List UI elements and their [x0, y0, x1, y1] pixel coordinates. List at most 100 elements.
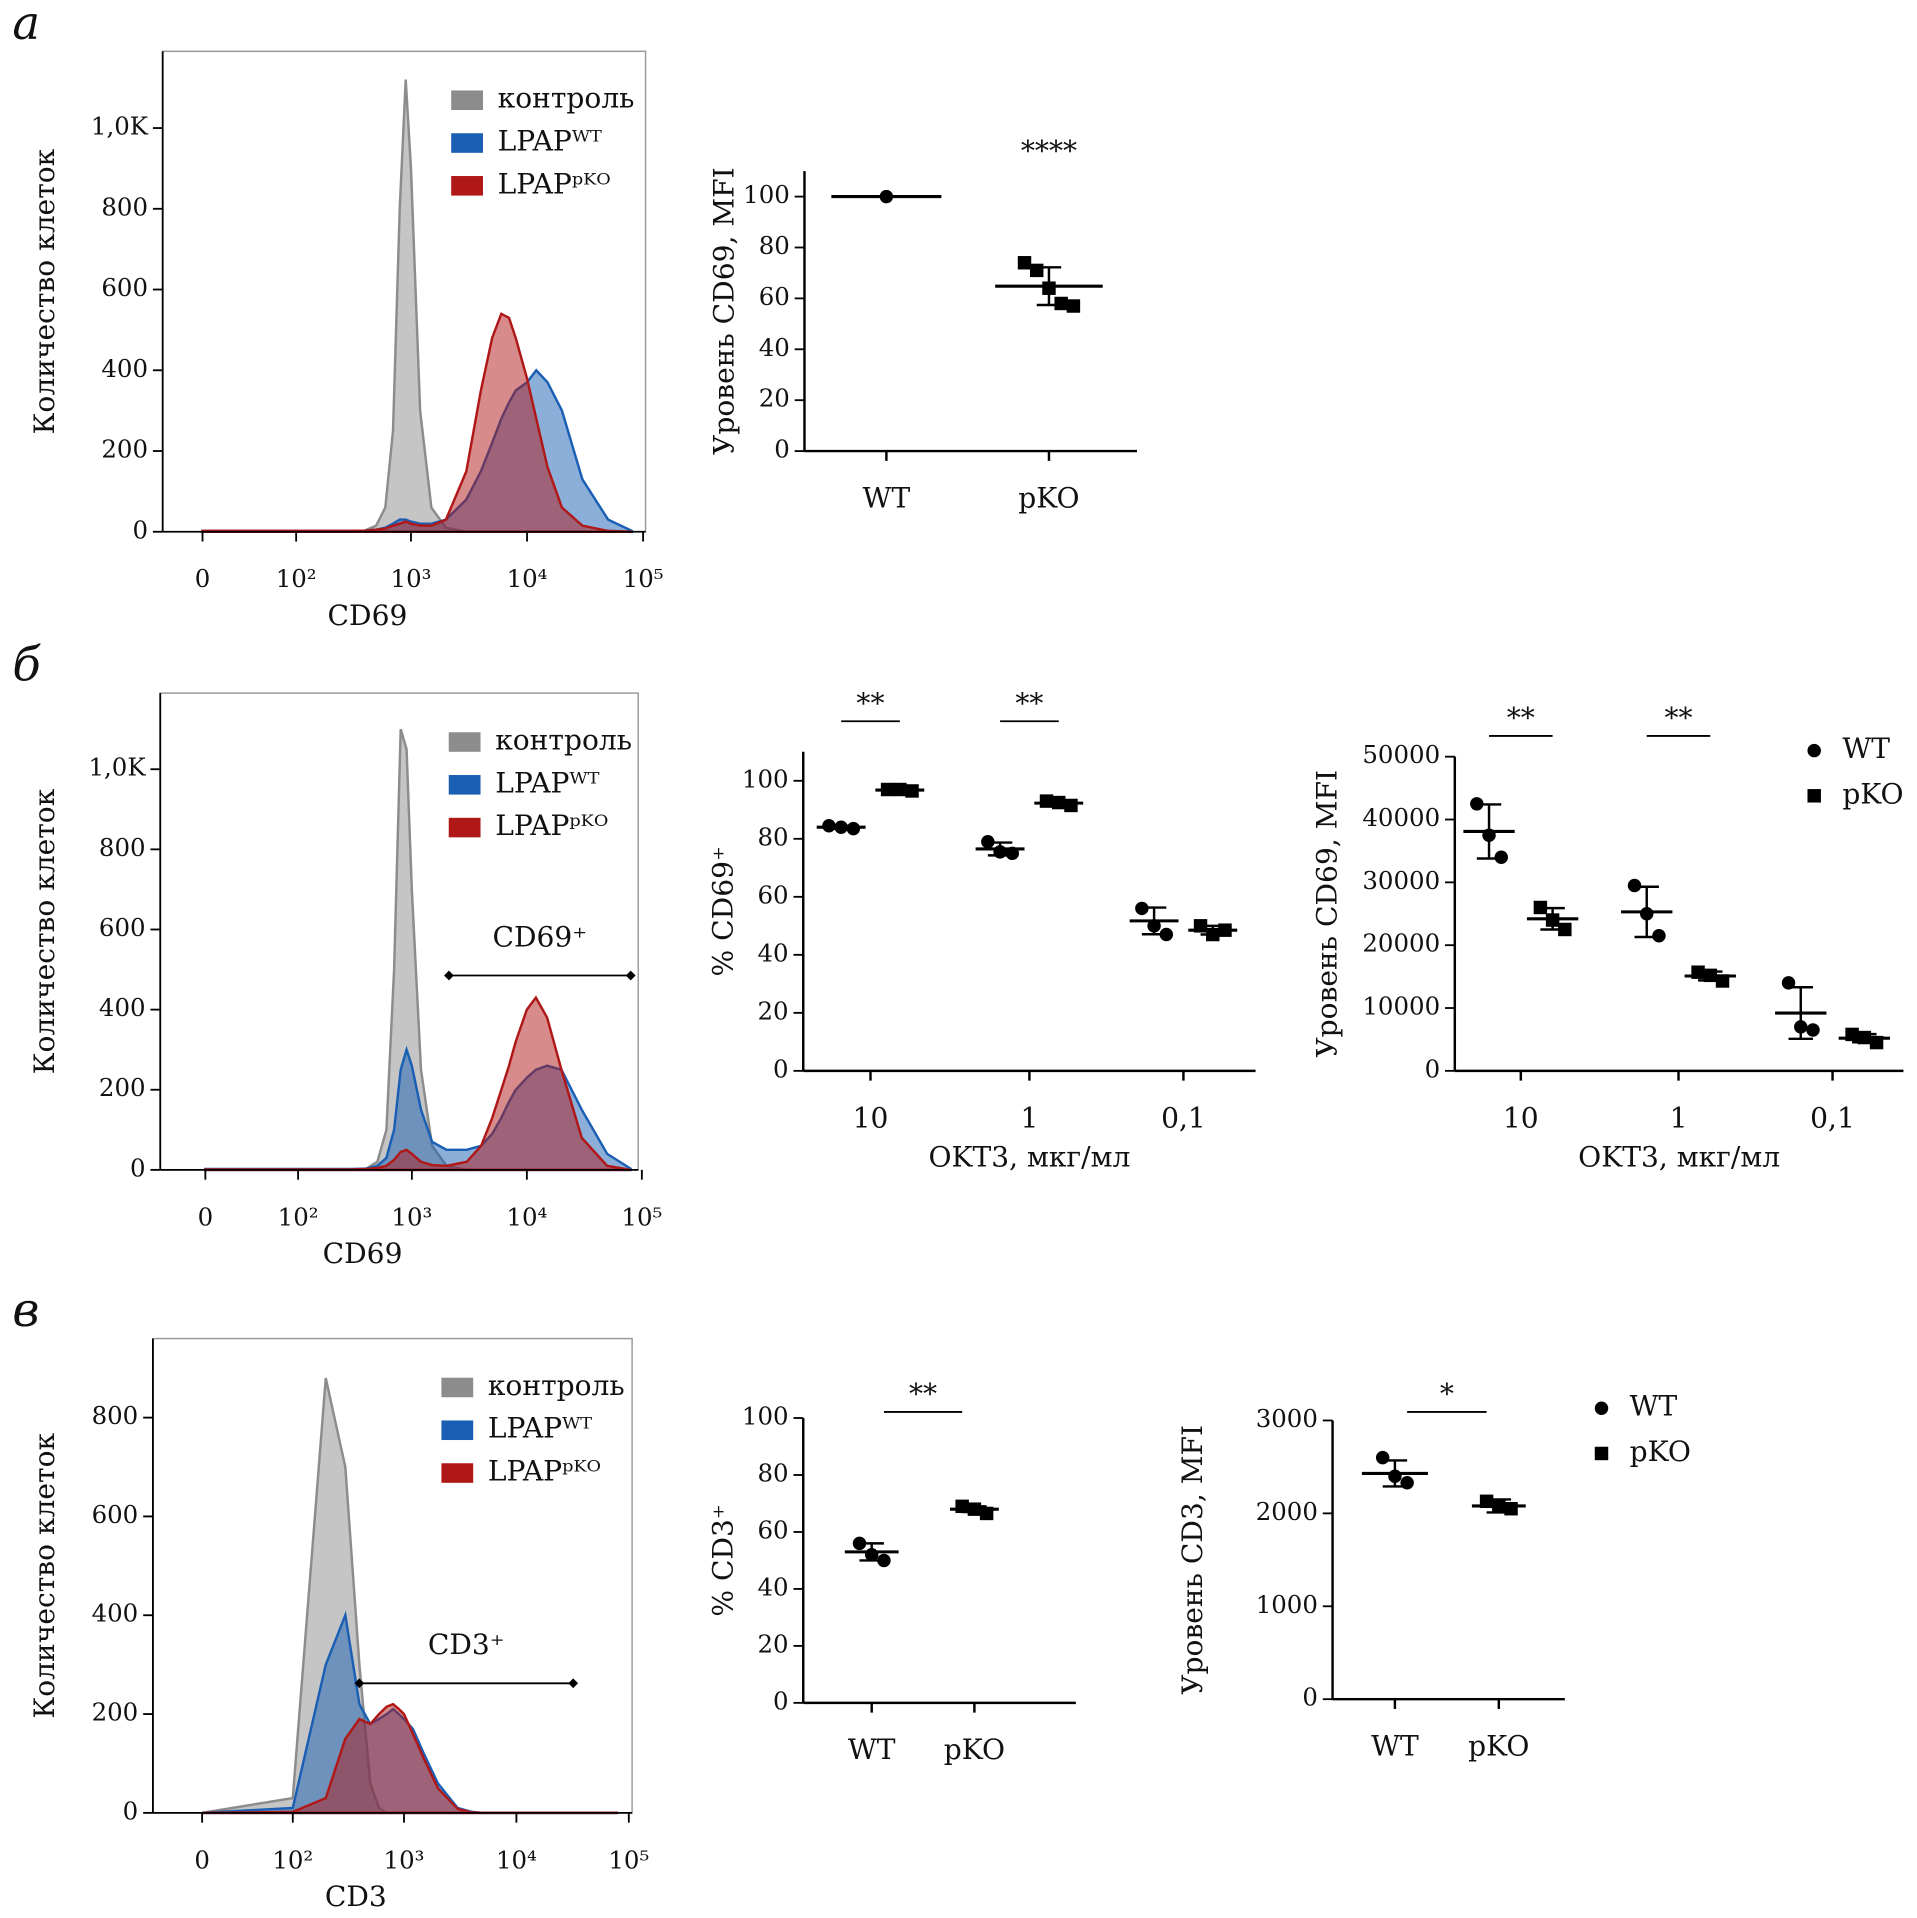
- x-tick-label: 10²: [272, 1845, 313, 1874]
- legend-swatch: [448, 817, 481, 838]
- x-tick-label: 10²: [276, 564, 317, 593]
- y-tick-label: 40: [757, 938, 788, 967]
- gate-label: CD3⁺: [428, 1628, 505, 1661]
- legend-label: LPAPᵂᵀ: [488, 1412, 592, 1445]
- y-tick-label: 0: [774, 435, 790, 464]
- y-tick-label: 800: [99, 833, 146, 862]
- legend-label: pKO: [1842, 777, 1903, 810]
- significance: **: [1507, 702, 1535, 735]
- legend-swatch: [441, 1377, 474, 1398]
- x-axis-title: CD69: [323, 1237, 403, 1270]
- y-tick-label: 1000: [1256, 1590, 1318, 1619]
- x-tick-label: 10⁴: [496, 1845, 537, 1874]
- legend-swatch: [451, 176, 483, 196]
- y-tick-label: 20: [759, 384, 790, 413]
- x-tick-label: 10³: [391, 564, 432, 593]
- x-axis-title: CD69: [328, 599, 408, 632]
- significance: **: [909, 1378, 937, 1411]
- y-tick-label: 30000: [1362, 866, 1440, 895]
- legend-swatch: [448, 775, 481, 795]
- legend-label: WT: [1630, 1390, 1678, 1423]
- x-axis-title: OKT3, мкг/мл: [928, 1140, 1130, 1173]
- x-tick-label: 0: [195, 564, 211, 593]
- x-tick-label: WT: [848, 1733, 896, 1766]
- y-tick-label: 60: [757, 1515, 788, 1544]
- panel-label: в: [12, 1283, 39, 1337]
- significance: ****: [1021, 134, 1077, 167]
- y-tick-label: 0: [1302, 1683, 1318, 1712]
- y-tick-label: 50000: [1362, 740, 1440, 769]
- y-tick-label: 1,0K: [88, 753, 146, 782]
- y-tick-label: 400: [99, 993, 146, 1022]
- significance: **: [1664, 702, 1692, 735]
- density-area: [202, 1702, 618, 1815]
- y-tick-label: 60: [759, 282, 790, 311]
- y-tick-label: 40000: [1362, 803, 1440, 832]
- legend-swatch: [451, 133, 483, 153]
- x-tick-label: 0,1: [1161, 1101, 1206, 1134]
- y-axis-title: % CD69⁺: [707, 846, 740, 976]
- y-axis-title: Уровень CD69, MFI: [708, 167, 741, 455]
- y-tick-label: 100: [742, 1402, 789, 1431]
- legend-marker: [1807, 789, 1821, 803]
- point: [1375, 1450, 1390, 1465]
- x-axis-title: OKT3, мкг/мл: [1578, 1140, 1780, 1173]
- y-tick-label: 0: [123, 1796, 139, 1825]
- legend-label: LPAPᵖᴷᴼ: [495, 809, 608, 842]
- gate-end: [568, 1678, 579, 1689]
- gate-end: [625, 970, 636, 981]
- x-tick-label: 10: [853, 1101, 889, 1134]
- legend-swatch: [448, 732, 481, 752]
- y-tick-label: 0: [130, 1153, 146, 1182]
- y-tick-label: 80: [757, 822, 788, 851]
- y-tick-label: 800: [92, 1401, 139, 1430]
- y-tick-label: 60: [757, 880, 788, 909]
- panel-label: б: [12, 638, 41, 692]
- significance: **: [856, 687, 884, 720]
- x-tick-label: 10⁴: [507, 564, 548, 593]
- y-axis-title: Уровень CD3, MFI: [1176, 1425, 1209, 1695]
- point: [1652, 929, 1666, 943]
- y-tick-label: 40: [759, 333, 790, 362]
- legend-label: pKO: [1630, 1435, 1691, 1468]
- legend-label: LPAPᵖᴷᴼ: [498, 167, 611, 200]
- legend-marker: [1807, 743, 1821, 758]
- y-tick-label: 3000: [1256, 1404, 1318, 1433]
- density-area: [201, 312, 632, 533]
- y-tick-label: 200: [92, 1698, 139, 1727]
- y-tick-label: 200: [99, 1073, 146, 1102]
- legend-swatch: [451, 90, 483, 111]
- point: [1054, 296, 1068, 311]
- y-tick-label: 100: [742, 764, 789, 793]
- y-tick-label: 0: [773, 1054, 789, 1083]
- point: [1627, 878, 1642, 893]
- legend-label: контроль: [495, 724, 632, 757]
- point: [1017, 256, 1032, 270]
- point: [1066, 299, 1081, 313]
- gate-end: [444, 970, 454, 981]
- legend-label: LPAPᵂᵀ: [498, 125, 602, 158]
- x-tick-label: 1: [1020, 1101, 1038, 1134]
- x-tick-label: WT: [1371, 1730, 1419, 1763]
- x-tick-label: 10⁵: [608, 1845, 649, 1874]
- x-tick-label: 0: [194, 1845, 210, 1874]
- y-axis-title: % CD3⁺: [707, 1504, 740, 1616]
- legend-label: WT: [1842, 732, 1890, 765]
- significance: *: [1440, 1378, 1454, 1411]
- y-tick-label: 0: [132, 515, 148, 544]
- y-tick-label: 600: [92, 1500, 139, 1529]
- x-tick-label: 10²: [278, 1202, 319, 1231]
- y-tick-label: 10000: [1362, 992, 1440, 1021]
- y-tick-label: 0: [1425, 1054, 1441, 1083]
- legend-marker: [1594, 1401, 1609, 1415]
- point: [1806, 1023, 1820, 1037]
- y-tick-label: 100: [743, 180, 790, 209]
- legend-label: контроль: [498, 82, 635, 115]
- y-tick-label: 1,0K: [91, 112, 149, 141]
- legend-label: LPAPᵂᵀ: [495, 766, 599, 799]
- legend-swatch: [441, 1463, 474, 1483]
- x-tick-label: 0,1: [1810, 1101, 1855, 1134]
- x-tick-label: 10: [1503, 1101, 1539, 1134]
- y-tick-label: 20: [757, 996, 788, 1025]
